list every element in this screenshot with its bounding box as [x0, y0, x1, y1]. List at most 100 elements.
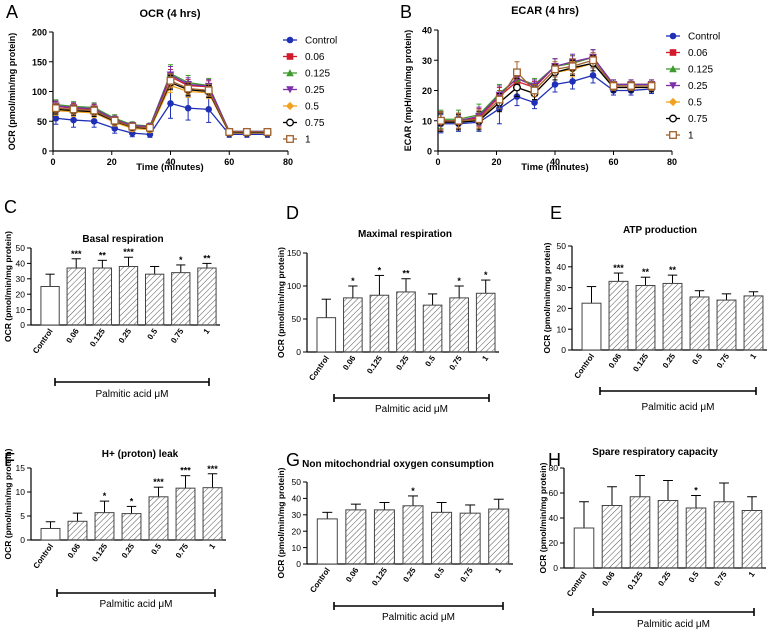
chart-a-ytick-label: 150 — [32, 57, 47, 67]
chart-b-ytick-label: 30 — [422, 56, 432, 66]
chart-c-ytick-label: 10 — [16, 305, 26, 315]
significance-c-2: ** — [99, 250, 107, 260]
data-point-b-6-1 — [454, 116, 463, 125]
chart-f-group-label: Palmitic acid μM — [100, 599, 173, 610]
chart-d-xtick-label-0: Control — [307, 354, 331, 382]
significance-c-6: ** — [203, 253, 211, 263]
chart-a-x-label: Time (minutes) — [136, 162, 203, 173]
panel-label-b: B — [400, 2, 412, 22]
bar-h-5 — [713, 501, 735, 569]
chart-h-y-label: OCR (pmol/min/mg protein) — [538, 462, 548, 573]
data-point-b-6-4 — [513, 68, 521, 77]
chart-h-xtick-label-3: 0.25 — [656, 570, 673, 588]
legend-label-a-4: 0.5 — [305, 102, 319, 113]
chart-d-ytick-label: 0 — [296, 347, 301, 357]
chart-a-ytick-label: 0 — [42, 147, 47, 157]
chart-g-xtick-label-2: 0.125 — [370, 566, 389, 588]
bar-c-5 — [171, 272, 191, 326]
chart-d-xtick-label-4: 0.5 — [423, 354, 437, 369]
bar-c-4 — [144, 273, 165, 326]
chart-e-ytick-label: 50 — [557, 241, 567, 251]
bar-h-2 — [629, 496, 651, 569]
bar-f-0 — [40, 527, 61, 541]
chart-e-xtick-label-0: Control — [572, 352, 596, 380]
bar-c-1 — [66, 267, 86, 326]
significance-f-3: * — [130, 496, 134, 506]
chart-d-ytick-label: 150 — [287, 248, 301, 258]
significance-d-6: * — [484, 270, 488, 280]
panel-label-h: H — [548, 450, 561, 470]
chart-d-ytick-label: 100 — [287, 281, 301, 291]
chart-h-xtick-label-0: Control — [565, 570, 589, 598]
chart-h-xtick-label-6: 1 — [747, 570, 757, 579]
chart-g-xtick-label-0: Control — [308, 566, 332, 594]
chart-b-y-label: ECAR (mpH/min/mg protein) — [403, 30, 413, 152]
data-point-a-6-9 — [225, 128, 234, 136]
chart-h-group-label: Palmitic acid μM — [637, 619, 710, 630]
bar-h-4 — [685, 507, 707, 569]
legend-marker-b-2 — [669, 65, 677, 73]
chart-g-xtick-label-6: 1 — [493, 566, 503, 575]
bar-e-2 — [635, 285, 656, 351]
chart-e-title: ATP production — [623, 225, 697, 236]
legend-label-b-3: 0.25 — [688, 81, 708, 92]
data-point-b-6-7 — [568, 62, 577, 71]
panel-label-f: F — [4, 450, 15, 470]
bar-e-5 — [716, 299, 737, 351]
bar-c-6 — [197, 267, 217, 326]
chart-a-xtick-label: 60 — [224, 157, 234, 167]
chart-g-ytick-label: 0 — [296, 559, 301, 569]
significance-c-3: *** — [123, 247, 134, 257]
legend-label-b-2: 0.125 — [688, 65, 713, 76]
data-point-a-6-8 — [204, 86, 213, 95]
chart-a-xtick-label: 20 — [107, 157, 117, 167]
series-line-a-6 — [55, 79, 268, 133]
chart-c-ytick-label: 20 — [16, 289, 26, 299]
data-point-a-6-5 — [145, 123, 154, 132]
significance-f-6: *** — [207, 464, 218, 474]
chart-b-ytick-label: 40 — [422, 26, 432, 36]
chart-a-y-label: OCR (pmol/min/mg protein) — [7, 33, 17, 151]
significance-g-3: * — [411, 486, 415, 496]
legend-label-b-6: 1 — [688, 131, 694, 142]
chart-e-xtick-label-1: 0.06 — [607, 352, 624, 370]
chart-b-xtick-label: 40 — [550, 157, 560, 167]
chart-c-ytick-label: 30 — [16, 274, 26, 284]
chart-c-xtick-label-1: 0.06 — [65, 327, 82, 345]
legend-label-a-2: 0.125 — [305, 69, 330, 80]
chart-d-title: Maximal respiration — [358, 229, 452, 240]
data-point-b-0-8 — [589, 72, 597, 79]
data-point-a-0-6 — [167, 100, 174, 107]
bar-d-5 — [449, 297, 469, 353]
chart-h-ytick-label: 40 — [549, 513, 559, 523]
bar-d-0 — [316, 317, 337, 353]
series-line-b-2 — [440, 56, 652, 120]
data-point-a-0-3 — [111, 125, 118, 132]
chart-c-group-label: Palmitic acid μM — [96, 389, 169, 400]
chart-c-xtick-label-0: Control — [31, 327, 55, 355]
bar-h-6 — [741, 510, 763, 569]
chart-d-xtick-label-2: 0.125 — [365, 354, 384, 376]
chart-e-ytick-label: 20 — [557, 304, 567, 314]
chart-g-ytick-label: 50 — [292, 477, 302, 487]
chart-c-ytick-label: 0 — [20, 320, 25, 330]
chart-d-y-label: OCR (pmol/min/mg protein) — [276, 247, 286, 358]
chart-g-title: Non mitochondrial oxygen consumption — [302, 459, 494, 470]
legend-marker-b-4 — [668, 97, 678, 107]
chart-e-ytick-label: 0 — [561, 345, 566, 355]
data-point-a-0-1 — [70, 116, 77, 124]
chart-d-xtick-label-5: 0.75 — [447, 354, 464, 372]
data-point-a-6-1 — [69, 105, 78, 114]
bar-d-1 — [343, 297, 363, 353]
chart-d-xtick-label-3: 0.25 — [394, 354, 411, 372]
bar-f-3 — [121, 513, 142, 541]
significance-f-2: * — [103, 491, 107, 501]
chart-g-group-label: Palmitic acid μM — [382, 612, 455, 623]
chart-f-ytick-label: 10 — [16, 487, 26, 497]
chart-c-ytick-label: 50 — [16, 243, 26, 253]
data-point-b-6-0 — [436, 116, 445, 125]
bar-e-0 — [581, 302, 602, 351]
significance-d-5: * — [457, 276, 461, 286]
chart-f-y-label: OCR (pmol/min/mg protein) — [3, 448, 13, 559]
